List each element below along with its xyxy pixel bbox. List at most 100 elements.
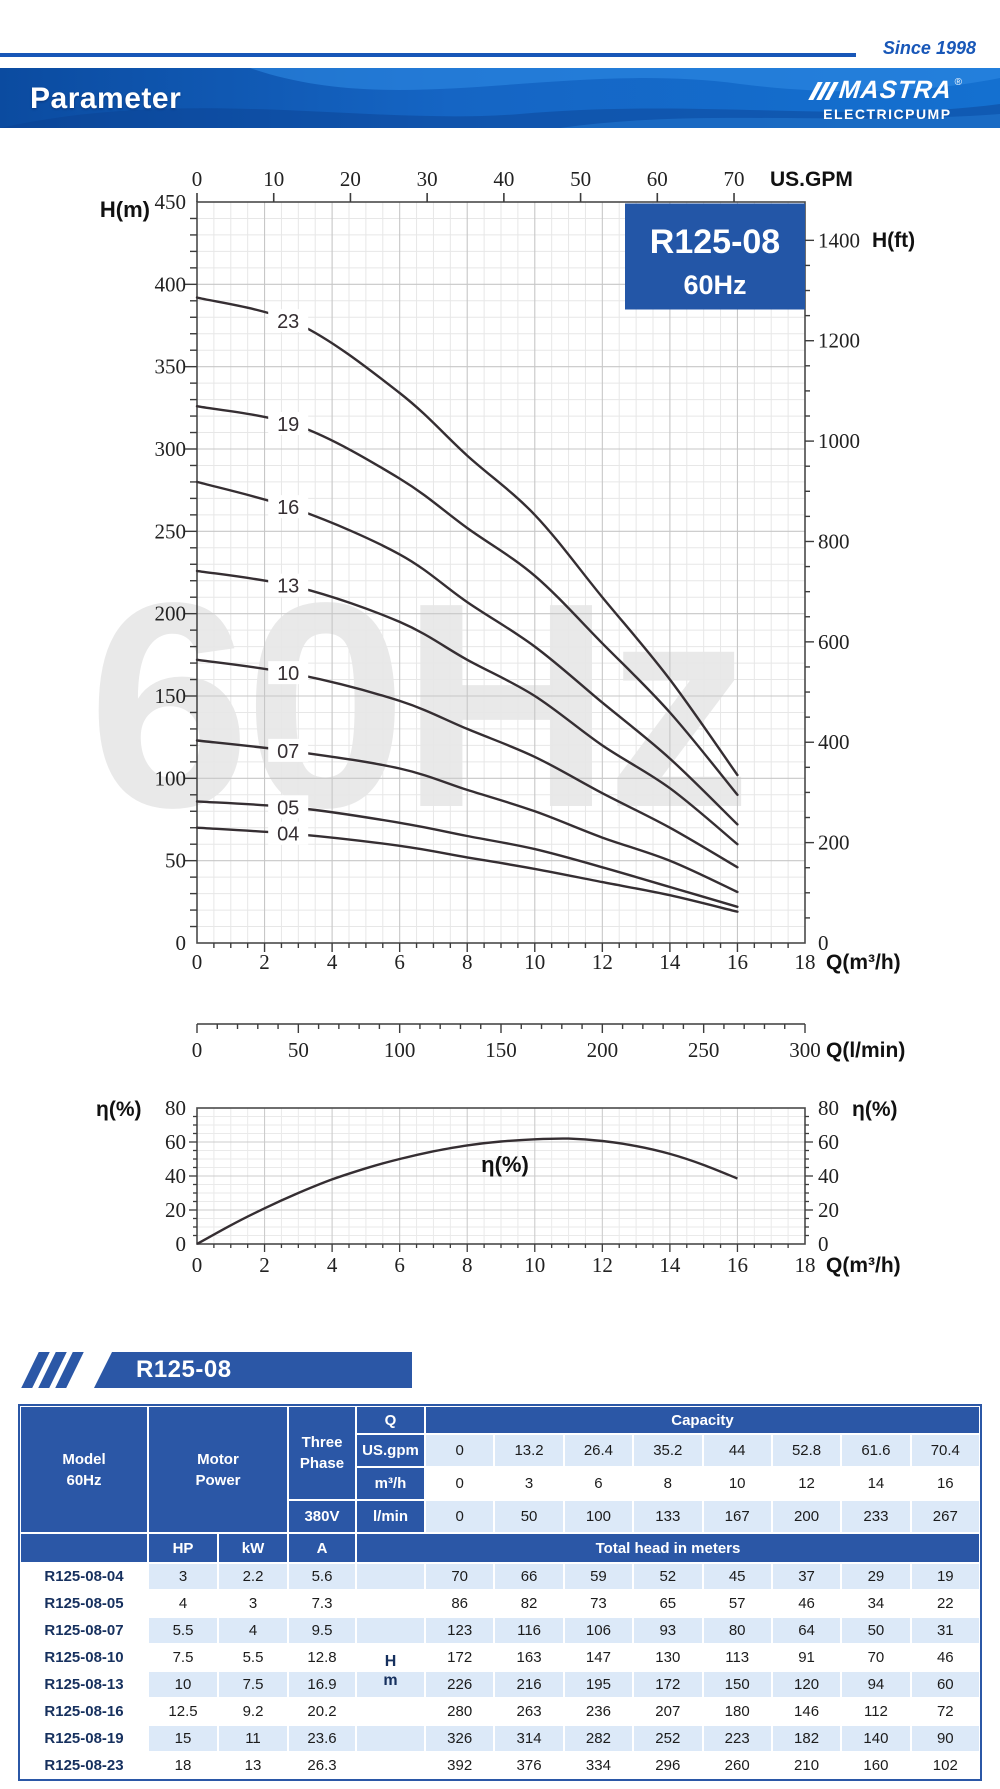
head-value-cell: 31 — [911, 1618, 979, 1643]
header-voltage: 380V — [289, 1501, 355, 1532]
kw-cell: 5.5 — [219, 1645, 287, 1670]
curve-label-19: 19 — [277, 414, 299, 436]
head-value-cell: 22 — [911, 1591, 979, 1616]
hm-column-cell — [357, 1564, 424, 1589]
kw-cell: 11 — [219, 1726, 287, 1751]
axis-label: 400 — [155, 272, 187, 296]
axis-label: 12 — [592, 1253, 613, 1277]
head-value-cell: 210 — [772, 1753, 841, 1778]
head-value-cell: 112 — [842, 1699, 910, 1724]
head-value-cell: 120 — [772, 1672, 841, 1697]
head-value-cell: 106 — [564, 1618, 633, 1643]
capacity-usgpm-value: 52.8 — [772, 1435, 841, 1466]
header-lmin: l/min — [357, 1501, 424, 1532]
amp-cell: 12.8 — [289, 1645, 355, 1670]
axis-label: 20 — [818, 1198, 839, 1222]
head-value-cell: 94 — [842, 1672, 910, 1697]
amp-cell: 20.2 — [289, 1699, 355, 1724]
head-value-cell: 334 — [564, 1753, 633, 1778]
kw-cell: 4 — [219, 1618, 287, 1643]
head-value-cell: 90 — [911, 1726, 979, 1751]
head-curve-04 — [195, 826, 739, 913]
model-box-title: R125-08 — [650, 223, 780, 261]
header-total-head: Total head in meters — [357, 1534, 979, 1562]
head-value-cell: 102 — [911, 1753, 979, 1778]
head-value-cell: 57 — [703, 1591, 771, 1616]
model-cell: R125-08-16 — [21, 1699, 147, 1724]
axis-label: 4 — [327, 950, 338, 974]
axis-label: 250 — [688, 1038, 720, 1062]
amp-cell: 7.3 — [289, 1591, 355, 1616]
table-banner-bar: R125-08 — [94, 1352, 412, 1388]
axis-label: 250 — [155, 519, 187, 543]
capacity-lmin-value: 50 — [495, 1501, 563, 1532]
axis-label: 6 — [394, 1253, 405, 1277]
capacity-usgpm-value: 13.2 — [495, 1435, 563, 1466]
hp-cell: 15 — [149, 1726, 217, 1751]
eta-x-title: Q(m³/h) — [826, 1254, 901, 1277]
y-left-title: H(m) — [100, 197, 150, 222]
axis-label: 20 — [340, 167, 361, 191]
head-value-cell: 52 — [634, 1564, 702, 1589]
capacity-lmin-value: 167 — [703, 1501, 771, 1532]
curve-label-23: 23 — [277, 311, 299, 333]
axis-label: 1000 — [818, 429, 860, 453]
axis-label: 8 — [462, 950, 473, 974]
kw-cell: 9.2 — [219, 1699, 287, 1724]
axis-label: 400 — [818, 730, 850, 754]
axis-label: 30 — [417, 167, 438, 191]
axis-label: 0 — [176, 931, 187, 955]
axis-label: 80 — [818, 1096, 839, 1120]
capacity-lmin-value: 233 — [842, 1501, 910, 1532]
head-value-cell: 64 — [772, 1618, 841, 1643]
head-value-cell: 223 — [703, 1726, 771, 1751]
head-value-cell: 93 — [634, 1618, 702, 1643]
table-banner-title: R125-08 — [136, 1356, 232, 1383]
watermark-text: 60Hz — [88, 542, 746, 868]
axis-label: 0 — [818, 931, 829, 955]
hm-column-cell — [357, 1672, 424, 1697]
axis-label: 350 — [155, 355, 187, 379]
curve-label-13: 13 — [277, 576, 299, 598]
axis-label: 200 — [587, 1038, 619, 1062]
efficiency-curve — [196, 1137, 738, 1246]
head-value-cell: 236 — [564, 1699, 633, 1724]
axis-label: 6 — [394, 950, 405, 974]
registered-mark: ® — [954, 77, 962, 88]
capacity-lmin-value: 200 — [772, 1501, 841, 1532]
head-value-cell: 70 — [426, 1564, 494, 1589]
axis-label: 8 — [462, 1253, 473, 1277]
curve-label-07: 07 — [277, 741, 299, 763]
axis-label: 40 — [818, 1164, 839, 1188]
axis-label: 0 — [818, 1232, 829, 1256]
axis-label: 16 — [727, 950, 748, 974]
hp-cell: 3 — [149, 1564, 217, 1589]
hp-cell: 12.5 — [149, 1699, 217, 1724]
axis-label: 12 — [592, 950, 613, 974]
curve-label-16: 16 — [277, 497, 299, 519]
header-usgpm: US.gpm — [357, 1435, 424, 1466]
banner-waves — [0, 68, 1000, 128]
brand-subtitle: ELECTRICPUMP — [823, 106, 952, 122]
head-value-cell: 65 — [634, 1591, 702, 1616]
axis-label: 0 — [192, 167, 203, 191]
capacity-m3h-value: 10 — [703, 1468, 771, 1499]
header-three-phase: Three Phase — [289, 1407, 355, 1499]
axis-label: 18 — [795, 950, 816, 974]
head-value-cell: 82 — [495, 1591, 563, 1616]
head-value-cell: 150 — [703, 1672, 771, 1697]
eta-annotation: η(%) — [481, 1152, 529, 1177]
axis-label: 70 — [724, 167, 745, 191]
axis-label: 18 — [795, 1253, 816, 1277]
eta-right-title: η(%) — [852, 1098, 898, 1121]
axis-label: 16 — [727, 1253, 748, 1277]
hp-cell: 4 — [149, 1591, 217, 1616]
head-value-cell: 19 — [911, 1564, 979, 1589]
axis-label: 150 — [485, 1038, 517, 1062]
head-curve-10 — [195, 658, 739, 869]
head-value-cell: 46 — [911, 1645, 979, 1670]
model-cell: R125-08-10 — [21, 1645, 147, 1670]
axis-label: 60 — [647, 167, 668, 191]
